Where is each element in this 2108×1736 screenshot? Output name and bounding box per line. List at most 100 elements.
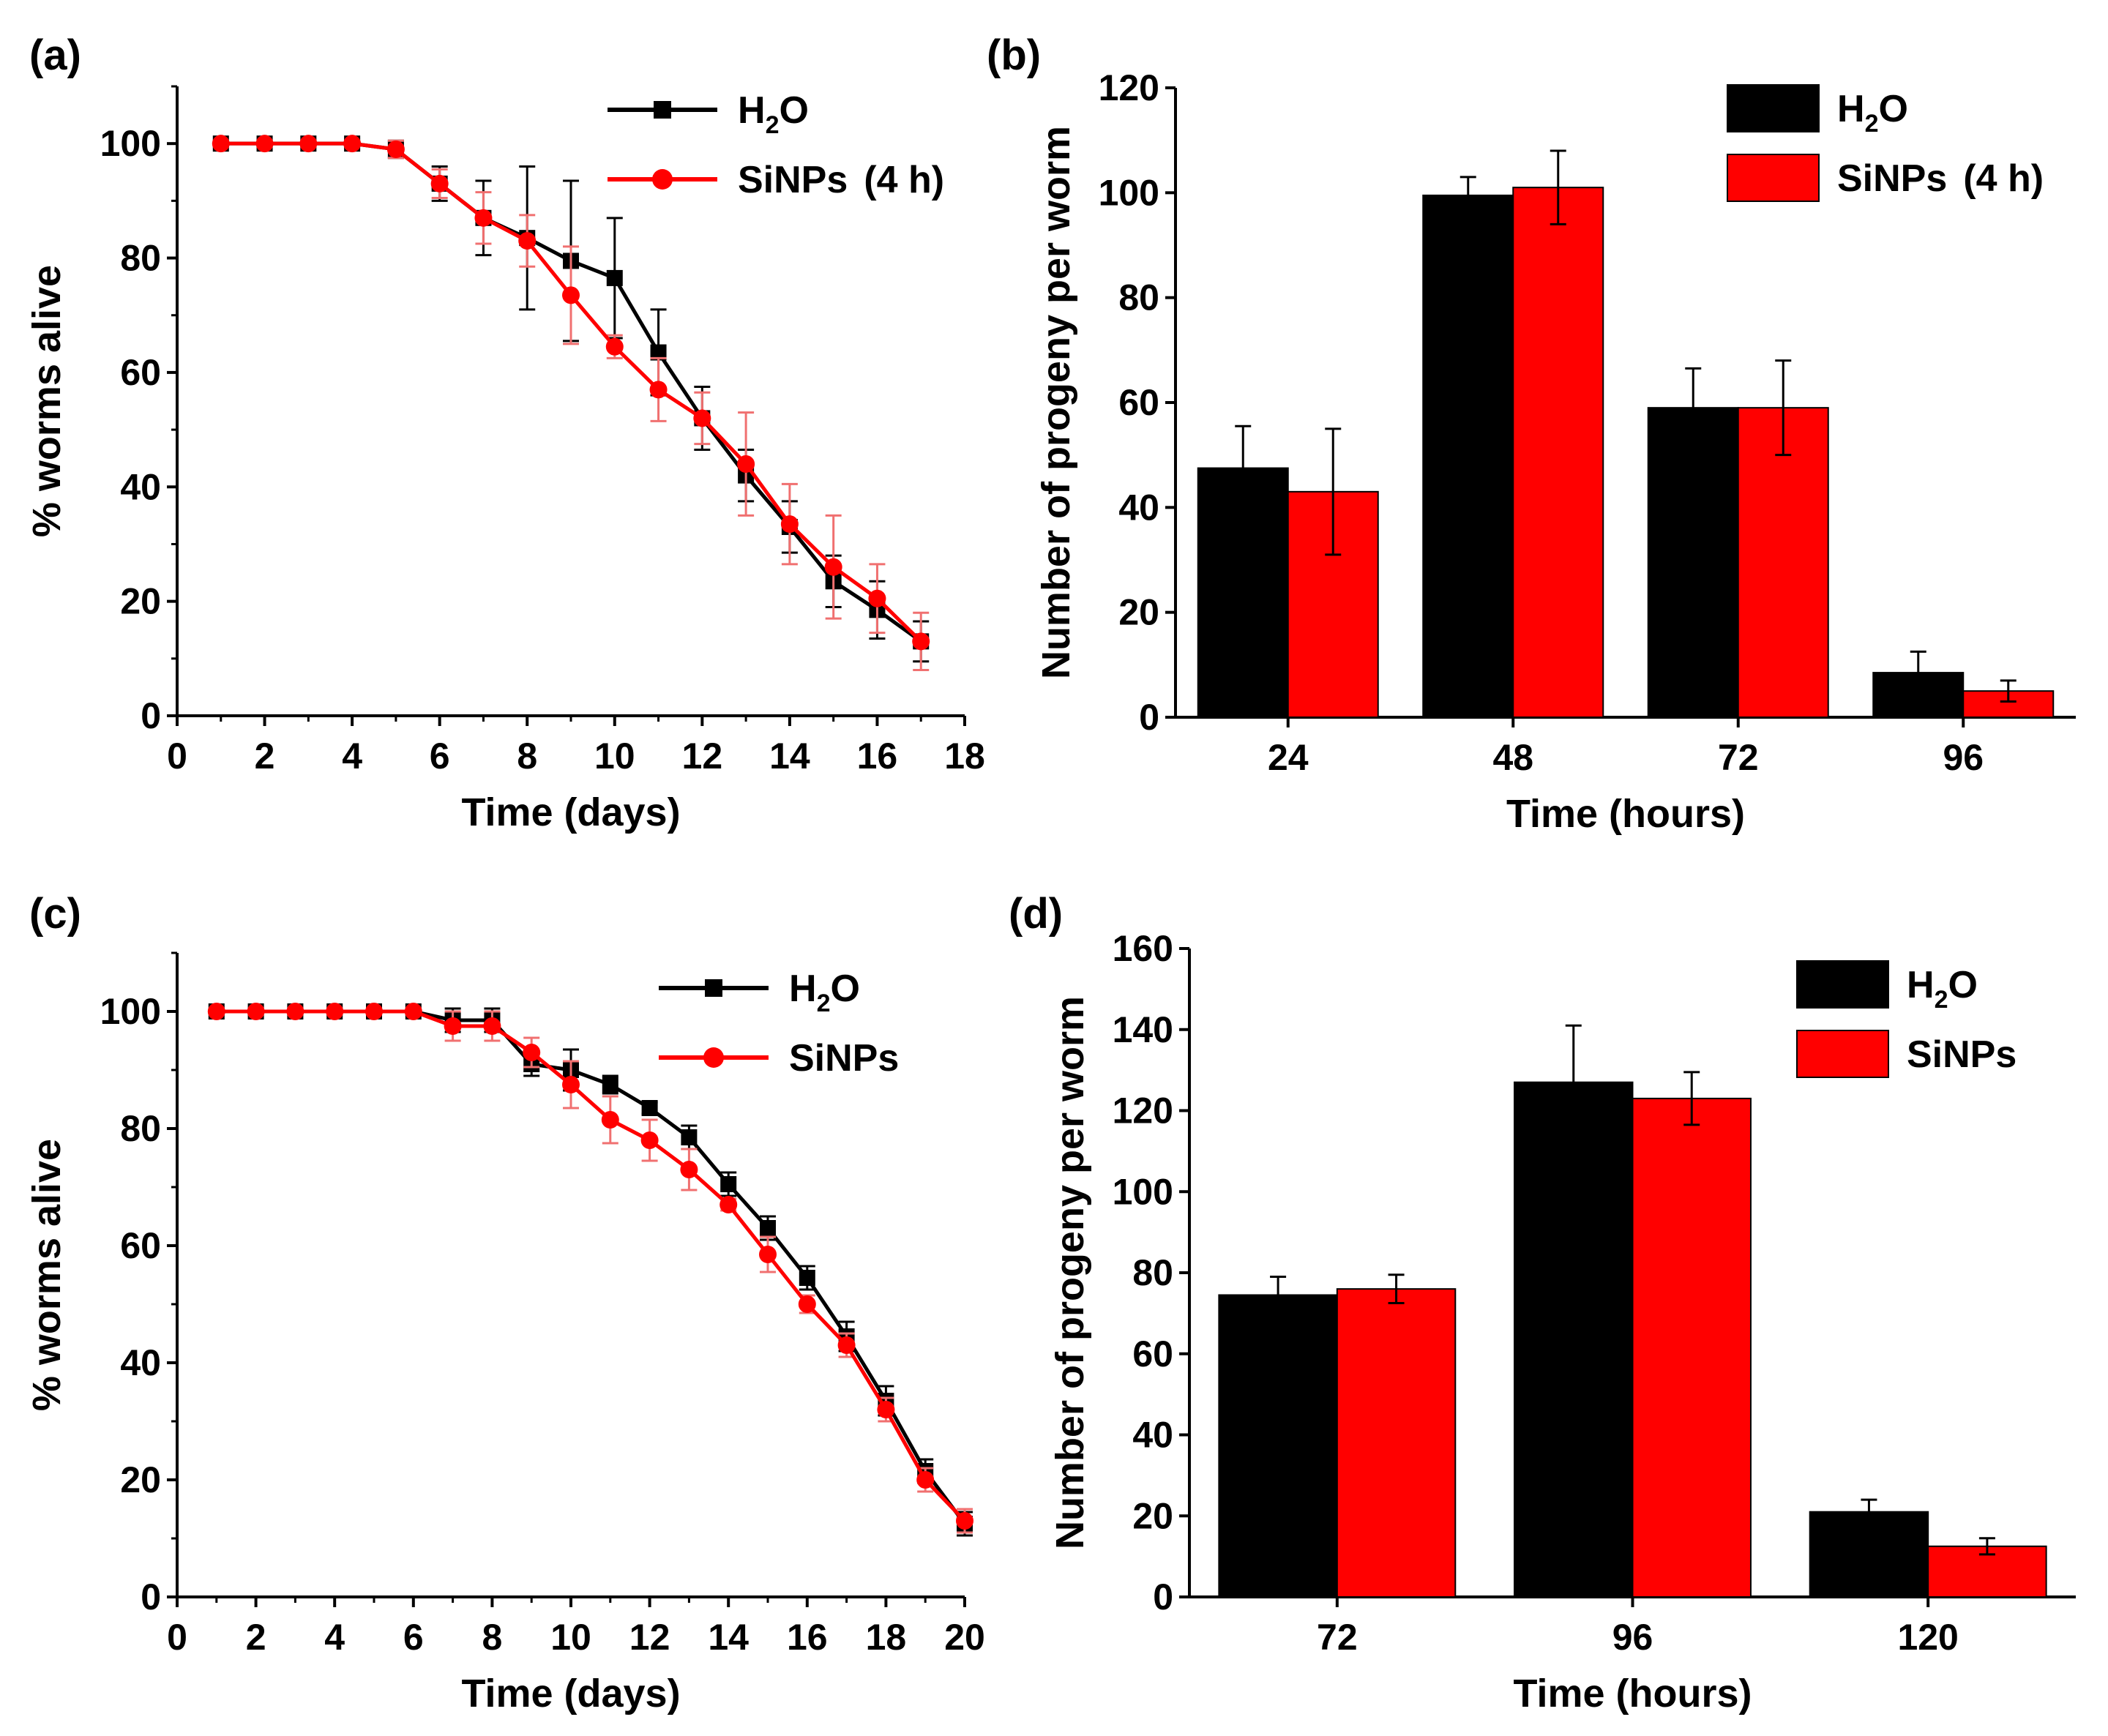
x-tick-label: 14: [708, 1617, 749, 1658]
data-point: [720, 1176, 737, 1192]
data-point: [365, 1003, 383, 1020]
data-point: [286, 1003, 304, 1020]
legend-label-sinps: SiNPs (4 h): [1837, 157, 2044, 200]
bar-sinps: [1737, 407, 1829, 719]
y-tick-label: 0: [141, 1576, 161, 1617]
y-tick-label: 140: [1113, 1009, 1173, 1050]
data-point: [720, 1196, 738, 1213]
panel-label: (a): [29, 31, 81, 79]
legend-label-h2o: H2O: [738, 89, 809, 139]
legend-swatch-h2o: [1727, 84, 1820, 132]
data-point: [207, 1003, 225, 1020]
y-tick-label: 100: [1099, 172, 1159, 213]
x-tick-label: 0: [167, 1617, 187, 1658]
legend-label-sub: 2: [817, 989, 831, 1017]
x-tick-label: 10: [550, 1617, 591, 1658]
legend-label-tail: O: [1878, 88, 1907, 130]
data-point: [562, 1076, 580, 1093]
x-tick-label: 96: [1943, 737, 1984, 778]
legend-label-main: SiNPs: [1907, 1033, 2017, 1076]
data-point: [444, 1017, 462, 1035]
x-tick-label: 2: [255, 736, 275, 777]
legend-label-main: SiNPs: [738, 159, 848, 201]
bar-sinps: [1512, 187, 1604, 718]
data-point: [759, 1246, 777, 1263]
data-point: [681, 1129, 698, 1145]
data-point: [430, 174, 449, 192]
bar-h2o: [1218, 1294, 1338, 1598]
x-tick-label: 24: [1268, 737, 1309, 778]
legend-label-h2o: H2O: [1837, 88, 1908, 138]
y-axis-title: % worms alive: [25, 265, 69, 537]
series-sinps: [207, 1003, 973, 1534]
y-axis-title: Number of progeny per worm: [1048, 996, 1092, 1549]
legend-label-tail: O: [779, 89, 808, 132]
chart-d: (d) 0 20 40 60 80 100 120 140 160 Time (hours) Numb…: [1009, 890, 2076, 1716]
x-tick-label: 18: [944, 736, 985, 777]
x-tick-label: 12: [629, 1617, 670, 1658]
x-tick-label: 6: [403, 1617, 424, 1658]
data-point: [212, 135, 230, 153]
y-tick-label: 60: [120, 1225, 161, 1266]
series-line: [216, 1009, 967, 1525]
data-point: [799, 1270, 815, 1286]
x-tick-label: 0: [167, 736, 187, 777]
legend-label-main: SiNPs: [789, 1037, 899, 1080]
legend-label-sub: 2: [1865, 110, 1879, 138]
data-point: [798, 1295, 816, 1313]
y-tick-label: 0: [1139, 697, 1159, 738]
y-axis-title: Number of progeny per worm: [1034, 126, 1078, 679]
x-tick-label: 4: [342, 736, 362, 777]
y-tick-label: 60: [120, 352, 161, 393]
chart-c: (c) 0 20 40 60 80 100 Time (days) % worms alive 0…: [25, 890, 985, 1716]
series-line: [216, 1009, 966, 1522]
y-tick-label: 60: [1132, 1333, 1173, 1374]
legend-label-tail: O: [1948, 964, 1977, 1006]
series-h2o: [208, 1003, 973, 1537]
series-sinps: [212, 135, 930, 671]
legend-label-main: H: [738, 89, 766, 132]
data-point: [877, 1401, 895, 1418]
legend-suffix: (4 h): [864, 159, 944, 201]
y-tick-label: 80: [120, 238, 161, 279]
y-tick-label: 20: [120, 581, 161, 622]
legend-swatch-h2o: [1796, 960, 1889, 1009]
panel-label: (b): [987, 31, 1041, 79]
legend-label-sub: 2: [766, 111, 780, 139]
x-axis-title: Time (days): [461, 790, 680, 834]
data-point: [404, 1003, 422, 1020]
panel-label: (d): [1009, 890, 1063, 938]
legend-label-sub: 2: [1935, 986, 1948, 1014]
y-tick-label: 80: [120, 1108, 161, 1149]
data-point: [386, 141, 405, 158]
data-point: [868, 589, 886, 607]
x-tick-label: 72: [1718, 737, 1759, 778]
data-point: [916, 1471, 935, 1489]
data-point: [474, 209, 493, 227]
y-tick-label: 20: [120, 1459, 161, 1500]
y-tick-label: 0: [141, 695, 161, 736]
y-tick-label: 160: [1113, 928, 1173, 969]
x-tick-label: 16: [857, 736, 898, 777]
y-tick-label: 100: [1113, 1171, 1173, 1212]
data-point: [649, 381, 668, 399]
y-tick-label: 0: [1153, 1576, 1173, 1617]
legend-marker-square: [654, 101, 671, 119]
data-point: [737, 455, 755, 473]
y-tick-label: 20: [1118, 592, 1159, 633]
legend-label-main: H: [1837, 88, 1865, 130]
y-tick-label: 40: [120, 466, 161, 507]
y-tick-label: 80: [1132, 1252, 1173, 1293]
data-point: [562, 286, 580, 304]
series-h2o: [212, 135, 930, 663]
bar-h2o: [1514, 1081, 1634, 1598]
data-point: [523, 1044, 541, 1061]
data-point: [693, 409, 711, 427]
legend-label-h2o: H2O: [789, 968, 860, 1017]
x-tick-label: 10: [594, 736, 635, 777]
bar-sinps: [1336, 1288, 1457, 1598]
legend-label-h2o: H2O: [1907, 964, 1978, 1014]
data-point: [641, 1100, 658, 1116]
data-point: [483, 1017, 501, 1035]
